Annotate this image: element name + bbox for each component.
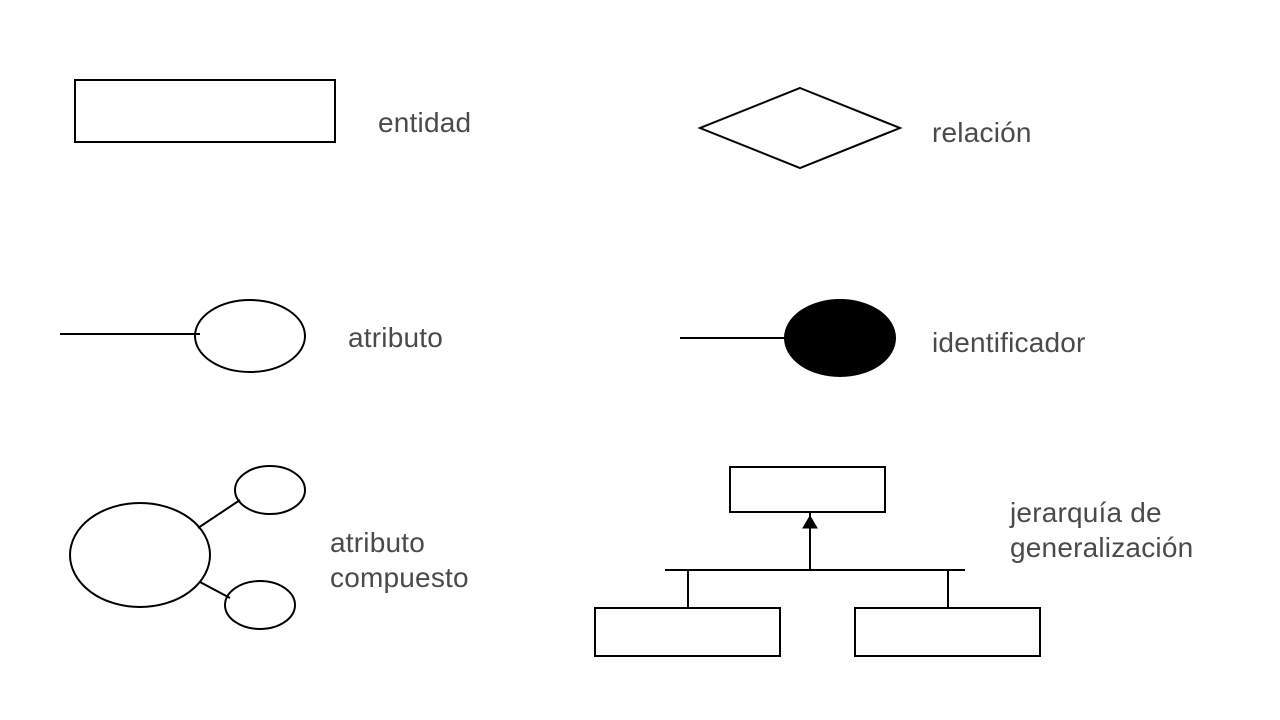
generalization-label: jerarquía de generalización <box>1010 495 1193 565</box>
identifier-shape <box>785 300 895 376</box>
er-legend-canvas: entidad relación atributo identificador … <box>0 0 1280 720</box>
relation-label: relación <box>932 115 1032 150</box>
generalization-arrow-icon <box>803 516 817 528</box>
generalization-parent <box>730 467 885 512</box>
generalization-child <box>855 608 1040 656</box>
composite-sub-ellipse <box>225 581 295 629</box>
composite-main-ellipse <box>70 503 210 607</box>
entity-label: entidad <box>378 105 471 140</box>
composite-sub-ellipse <box>235 466 305 514</box>
attribute-label: atributo <box>348 320 443 355</box>
attribute-shape <box>195 300 305 372</box>
entity-shape <box>75 80 335 142</box>
relation-shape <box>700 88 900 168</box>
diagram-svg <box>0 0 1280 720</box>
generalization-child <box>595 608 780 656</box>
composite-attribute-label: atributo compuesto <box>330 525 469 595</box>
identifier-label: identificador <box>932 325 1086 360</box>
